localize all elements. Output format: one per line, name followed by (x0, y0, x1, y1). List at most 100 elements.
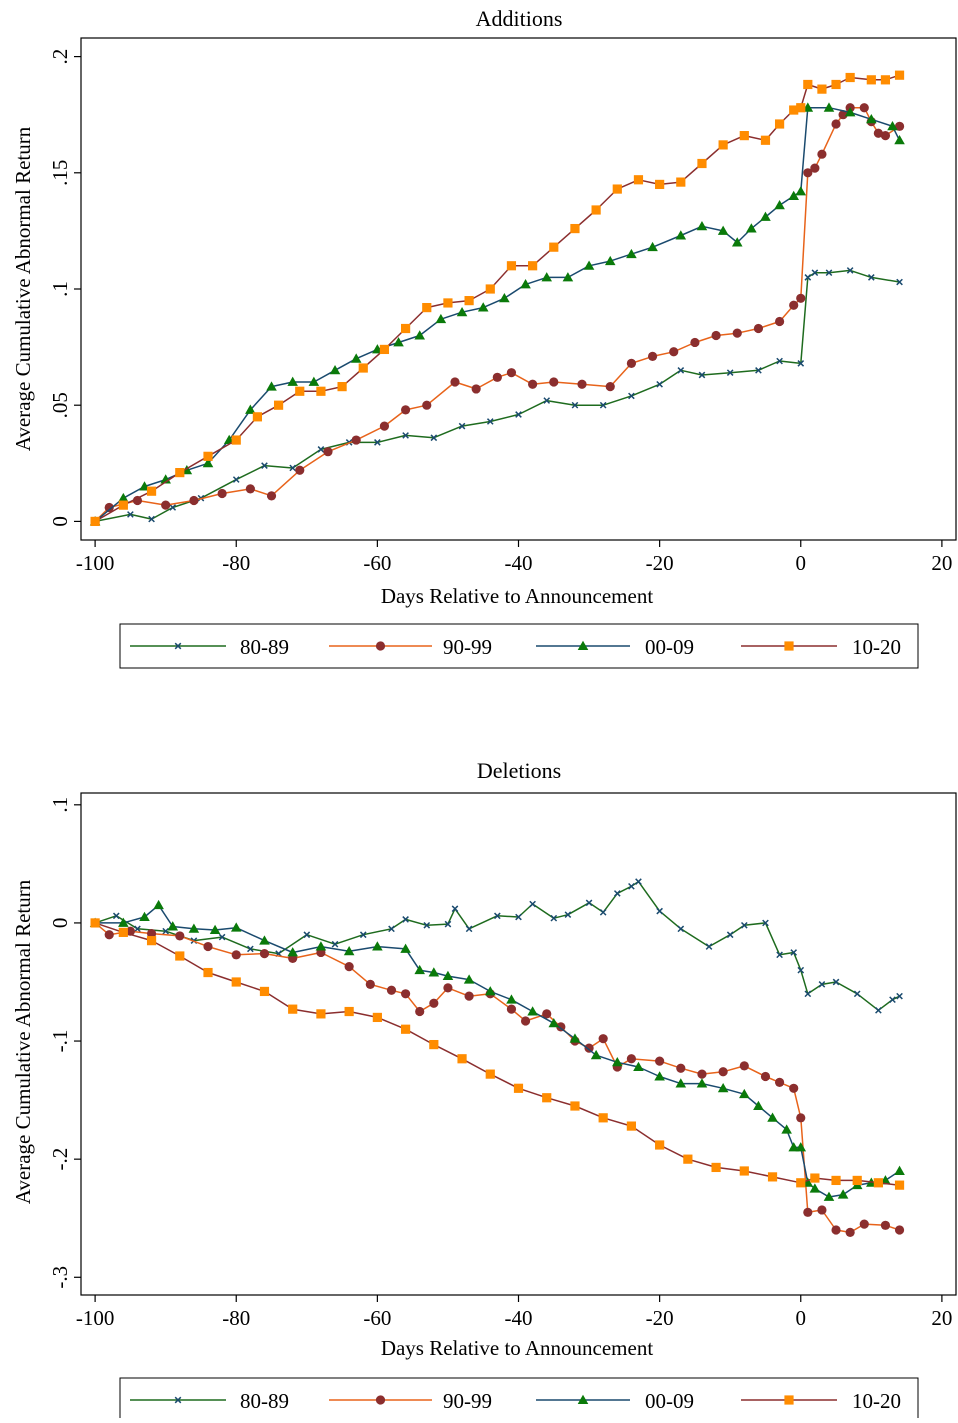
data-point (266, 381, 277, 391)
y-tick-label: .1 (48, 797, 72, 813)
data-point (718, 140, 728, 150)
data-point (831, 1225, 841, 1235)
data-point (471, 384, 481, 394)
x-tick-label: 0 (796, 1306, 807, 1330)
data-point (344, 962, 354, 972)
data-point (161, 500, 171, 510)
data-point (731, 237, 743, 247)
data-point (655, 1056, 665, 1066)
data-point (753, 323, 764, 334)
data-point (683, 1154, 693, 1164)
data-point (202, 458, 214, 468)
data-point (477, 302, 489, 312)
data-point (894, 1165, 905, 1175)
data-point (784, 641, 794, 651)
data-point (760, 1071, 771, 1082)
data-point (90, 516, 100, 527)
series-10-20 (90, 70, 905, 527)
data-point (350, 353, 362, 363)
data-point (329, 365, 341, 375)
data-point (894, 134, 905, 145)
data-point (400, 323, 411, 334)
data-point (894, 70, 905, 80)
data-point (628, 392, 635, 400)
data-point (845, 1227, 855, 1237)
data-point (146, 936, 157, 946)
y-tick-label: .1 (48, 281, 72, 297)
y-tick-label: -.1 (48, 1030, 72, 1053)
data-point (203, 451, 213, 461)
data-point (562, 272, 574, 282)
data-point (515, 411, 522, 418)
data-point (726, 931, 734, 939)
data-point (261, 462, 268, 469)
data-point (767, 1172, 778, 1182)
data-point (295, 386, 305, 396)
data-point (247, 945, 254, 953)
data-point (127, 511, 134, 518)
data-point (796, 1113, 806, 1123)
data-point (776, 357, 783, 365)
data-point (894, 1180, 905, 1190)
data-point (506, 994, 517, 1004)
data-point (379, 421, 390, 431)
series-layer (89, 70, 905, 527)
data-point (423, 921, 431, 929)
data-point (788, 1142, 799, 1152)
data-point (174, 1396, 182, 1404)
data-point (315, 941, 327, 951)
data-point (232, 476, 240, 483)
data-point (570, 1101, 580, 1111)
y-tick-label: .2 (48, 49, 72, 65)
legend-label: 80-89 (240, 635, 289, 659)
data-point (486, 418, 494, 425)
data-point (386, 985, 397, 995)
legend-item: 90-99 (329, 1389, 492, 1413)
data-point (612, 1057, 623, 1067)
data-point (880, 131, 891, 141)
data-point (203, 967, 213, 978)
data-point (676, 177, 686, 187)
data-point (755, 367, 762, 374)
data-point (132, 495, 143, 506)
y-tick-label: .15 (48, 160, 72, 186)
data-point (789, 1083, 799, 1093)
data-point (506, 261, 517, 271)
data-point (598, 1034, 608, 1044)
data-point (859, 103, 869, 113)
data-point (400, 405, 411, 415)
data-point (513, 1083, 524, 1093)
data-point (162, 927, 170, 935)
data-point (528, 379, 538, 389)
data-point (485, 284, 495, 294)
data-point (485, 1069, 495, 1079)
data-point (825, 269, 833, 277)
legend: 80-89 90-99 00-09 10-20 (119, 1377, 919, 1423)
data-point (803, 79, 813, 90)
data-point (896, 278, 903, 286)
y-axis-label: Average Cumulative Abnormal Return (11, 879, 35, 1204)
legend: 80-89 90-99 00-09 10-20 (119, 623, 919, 669)
data-point (543, 397, 551, 404)
data-point (675, 230, 687, 240)
data-point (760, 135, 771, 145)
data-point (739, 131, 749, 141)
data-point (591, 205, 601, 215)
data-point (585, 899, 593, 907)
x-tick-label: -40 (505, 1306, 533, 1330)
series-00-09 (89, 899, 905, 1201)
data-point (635, 878, 642, 885)
data-point (866, 114, 877, 124)
legend-item: 80-89 (130, 635, 289, 659)
series-80-89 (91, 267, 903, 525)
data-point (696, 1078, 708, 1088)
data-point (675, 1078, 687, 1088)
data-point (795, 186, 807, 196)
data-point (245, 484, 255, 494)
data-point (604, 255, 616, 266)
data-point (118, 500, 128, 510)
data-point (443, 298, 453, 308)
data-point (506, 368, 517, 378)
data-point (810, 1173, 820, 1183)
